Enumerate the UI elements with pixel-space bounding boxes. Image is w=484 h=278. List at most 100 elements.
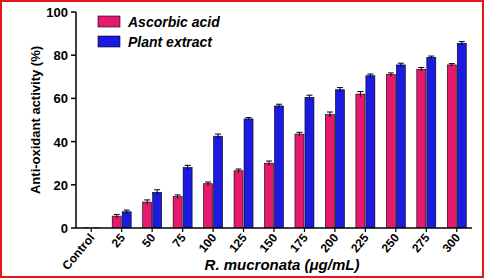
error-bar	[306, 95, 312, 99]
error-cap	[337, 87, 343, 88]
y-tick	[71, 184, 76, 186]
error-bar	[266, 161, 272, 165]
error-line	[157, 190, 158, 195]
bar	[275, 106, 284, 228]
error-bar	[296, 132, 302, 135]
error-bar	[459, 42, 465, 45]
bar	[335, 90, 344, 228]
bar	[386, 75, 395, 228]
x-tick	[304, 228, 305, 232]
error-cap	[154, 189, 160, 190]
x-tick	[212, 228, 213, 232]
error-cap	[236, 169, 242, 170]
x-tick	[91, 228, 92, 232]
error-line	[126, 210, 127, 213]
bar	[143, 202, 152, 228]
error-cap	[246, 117, 252, 118]
error-bar	[215, 134, 221, 138]
legend-label: Ascorbic acid	[127, 14, 220, 30]
error-bar	[337, 88, 343, 92]
y-tick	[71, 11, 76, 13]
x-tick-label: 225	[348, 231, 372, 256]
x-tick	[243, 228, 244, 232]
x-tick-label: 175	[287, 231, 311, 256]
error-cap	[175, 194, 181, 195]
y-tick-label: 60	[54, 91, 68, 106]
y-tick-label: 0	[61, 221, 68, 236]
x-tick	[456, 228, 457, 232]
error-line	[218, 134, 219, 138]
error-bar	[418, 68, 424, 71]
x-tick-label: 50	[139, 231, 159, 250]
y-tick	[71, 98, 76, 100]
error-line	[187, 165, 188, 169]
x-tick	[426, 228, 427, 232]
x-tick-label: 150	[257, 231, 281, 256]
bar	[356, 94, 365, 228]
y-axis-title: Anti-oxidant activity (%)	[28, 46, 43, 194]
error-bar	[428, 56, 434, 59]
x-axis-title: R. mucronata (μg/mL)	[205, 256, 360, 273]
y-tick	[71, 141, 76, 143]
error-bar	[367, 74, 373, 77]
bar	[457, 43, 466, 228]
error-line	[116, 214, 117, 217]
error-bar	[185, 165, 191, 169]
error-line	[269, 161, 270, 165]
error-cap	[449, 63, 455, 64]
legend-swatch	[98, 16, 120, 27]
bar	[112, 216, 121, 228]
y-axis-line	[75, 12, 77, 228]
legend: Ascorbic acid Plant extract	[98, 14, 220, 50]
error-bar	[154, 190, 160, 195]
plot-area	[83, 42, 466, 228]
error-line	[421, 68, 422, 71]
error-bar	[246, 118, 252, 121]
bar	[366, 76, 375, 228]
y-tick-label: 100	[46, 5, 68, 20]
error-bar	[398, 63, 404, 66]
y-tick	[71, 227, 76, 229]
error-line	[238, 169, 239, 172]
error-line	[177, 195, 178, 198]
error-cap	[276, 104, 282, 105]
x-tick-label: 300	[439, 231, 463, 256]
bar	[183, 168, 192, 228]
bar	[244, 119, 253, 228]
error-line	[147, 200, 148, 204]
error-cap	[428, 56, 434, 57]
error-cap	[388, 72, 394, 73]
x-tick-label: 125	[226, 231, 250, 256]
legend-swatch	[98, 36, 120, 47]
bar	[153, 192, 162, 228]
x-tick	[334, 228, 335, 232]
error-bar	[327, 112, 333, 117]
x-tick-label: Control	[59, 231, 97, 273]
error-line	[329, 112, 330, 117]
error-cap	[459, 41, 465, 42]
bar	[173, 197, 182, 228]
bar	[417, 69, 426, 228]
x-tick	[182, 228, 183, 232]
error-bar	[114, 214, 120, 217]
bar	[396, 65, 405, 228]
error-cap	[205, 181, 211, 182]
error-cap	[124, 210, 130, 211]
x-tick	[395, 228, 396, 232]
error-cap	[327, 112, 333, 113]
error-cap	[185, 165, 191, 166]
x-tick	[121, 228, 122, 232]
x-tick-label: 100	[196, 231, 220, 256]
error-bar	[236, 169, 242, 172]
y-tick	[71, 54, 76, 56]
legend-label: Plant extract	[128, 34, 213, 50]
error-line	[461, 42, 462, 45]
error-bar	[388, 73, 394, 76]
error-bar	[449, 64, 455, 67]
bar	[204, 184, 213, 228]
bar	[265, 163, 274, 228]
y-tick-label: 40	[54, 135, 68, 150]
bar	[214, 136, 223, 228]
chart: 020406080100Anti-oxidant activity (%)Con…	[0, 0, 484, 278]
x-tick	[152, 228, 153, 232]
